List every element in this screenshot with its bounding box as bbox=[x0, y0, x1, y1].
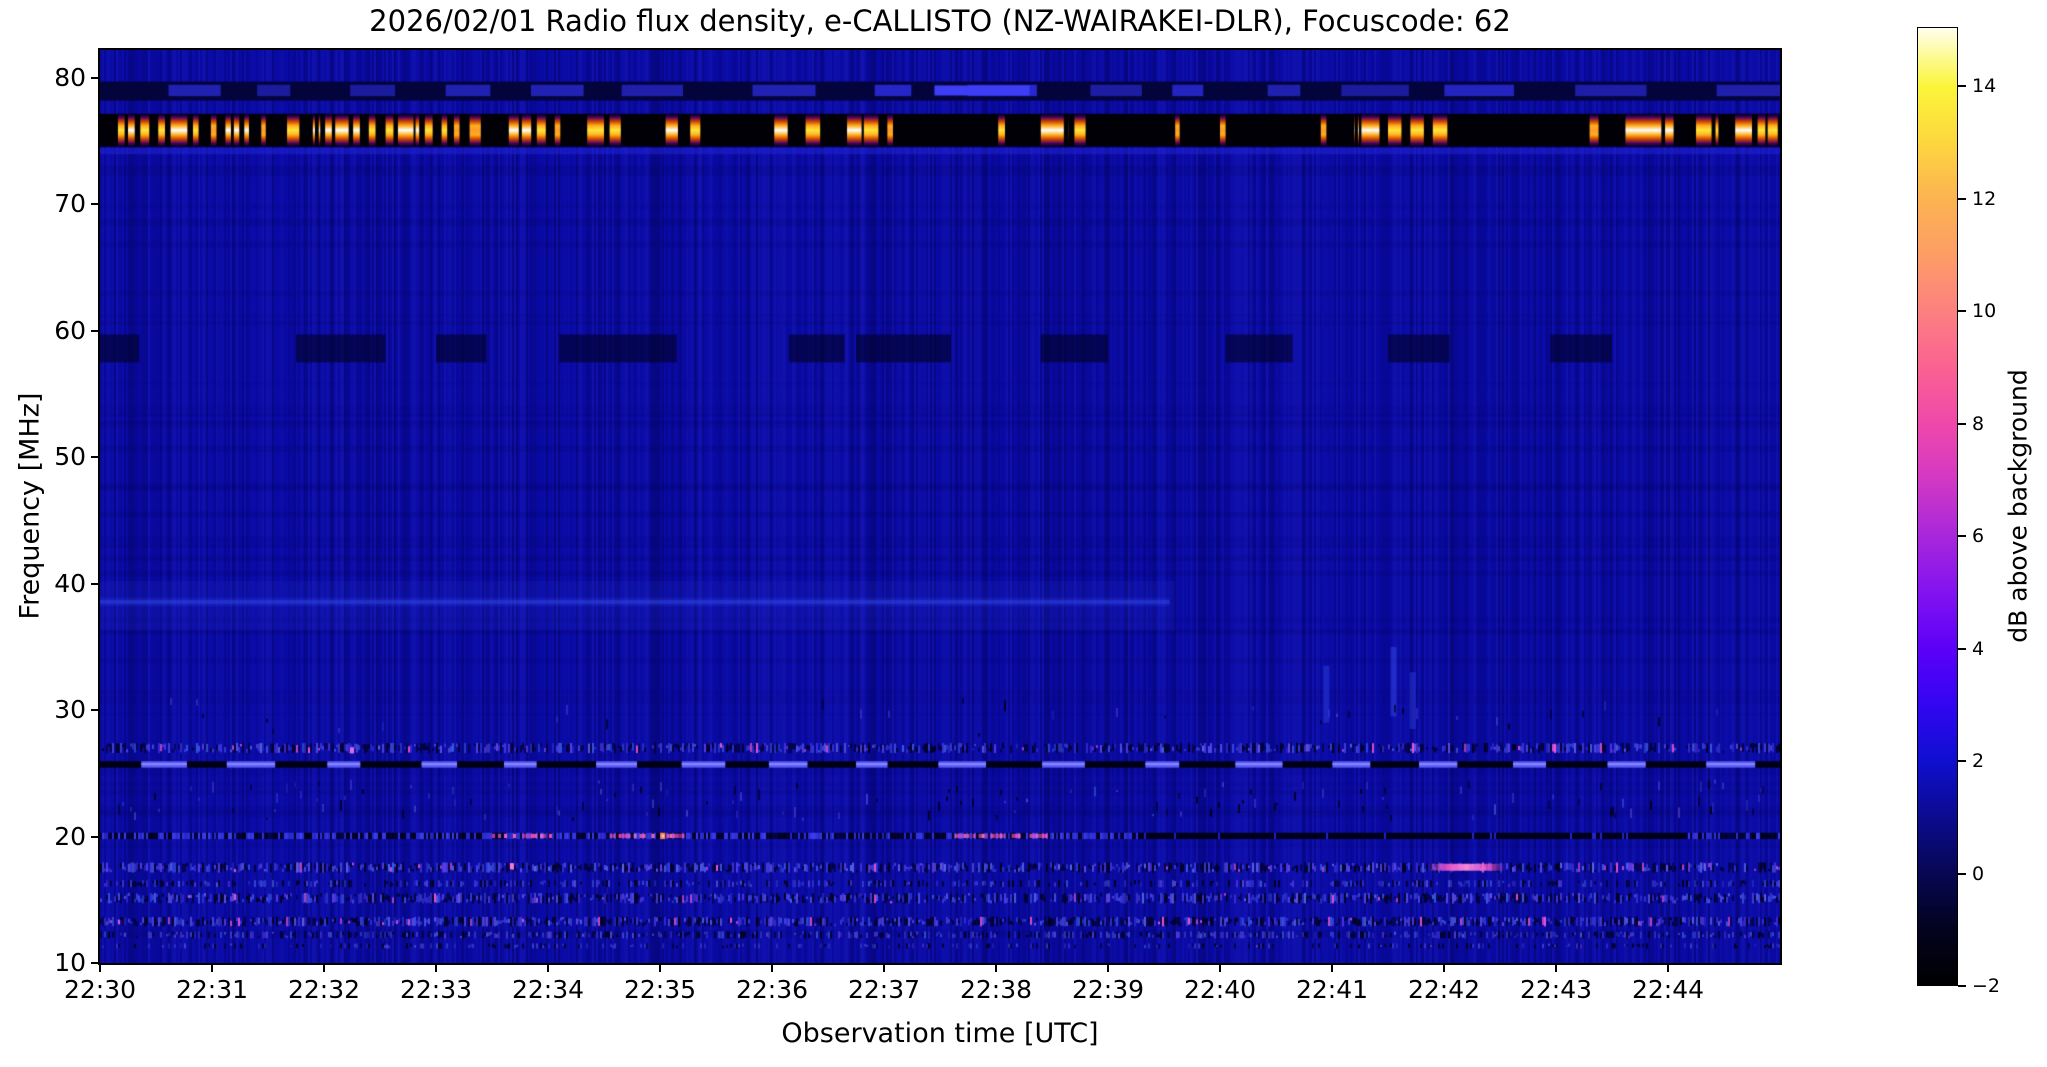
x-tick-mark bbox=[1667, 963, 1669, 972]
colorbar-tick-mark bbox=[1958, 310, 1966, 313]
x-tick-label: 22:30 bbox=[63, 975, 137, 1004]
y-tick-mark bbox=[91, 962, 100, 964]
x-tick-label: 22:38 bbox=[959, 975, 1033, 1004]
x-tick-label: 22:40 bbox=[1183, 975, 1257, 1004]
y-tick-mark bbox=[91, 329, 100, 332]
y-tick-label: 50 bbox=[54, 442, 86, 472]
y-tick-mark bbox=[91, 835, 100, 838]
colorbar bbox=[1917, 27, 1958, 986]
x-tick-mark bbox=[547, 963, 549, 972]
colorbar-tick-label: 8 bbox=[1972, 412, 1985, 435]
x-tick-label: 22:41 bbox=[1295, 975, 1369, 1004]
y-tick-label: 60 bbox=[54, 315, 86, 345]
chart-title: 2026/02/01 Radio flux density, e-CALLIST… bbox=[369, 4, 1511, 38]
colorbar-tick-mark bbox=[1958, 85, 1966, 88]
x-tick-mark bbox=[1555, 963, 1557, 972]
x-tick-mark bbox=[771, 963, 773, 972]
x-tick-label: 22:44 bbox=[1631, 975, 1705, 1004]
y-tick-label: 30 bbox=[54, 695, 86, 725]
y-tick-mark bbox=[91, 76, 100, 79]
plot-area bbox=[98, 48, 1782, 965]
y-tick-label: 10 bbox=[54, 948, 86, 977]
x-tick-mark bbox=[995, 963, 997, 972]
x-tick-label: 22:42 bbox=[1407, 975, 1481, 1004]
colorbar-tick-label: 10 bbox=[1972, 300, 1997, 323]
x-tick-mark bbox=[1219, 963, 1221, 972]
spectrogram-canvas bbox=[100, 50, 1780, 963]
x-tick-mark bbox=[883, 963, 885, 972]
y-tick-mark bbox=[91, 203, 100, 206]
x-tick-mark bbox=[99, 963, 101, 972]
colorbar-tick-mark bbox=[1958, 647, 1966, 650]
x-tick-mark bbox=[323, 963, 325, 972]
colorbar-label: dB above background bbox=[2003, 369, 2033, 643]
x-tick-label: 22:36 bbox=[735, 975, 809, 1004]
x-tick-label: 22:35 bbox=[623, 975, 697, 1004]
colorbar-tick-label: 6 bbox=[1972, 525, 1985, 548]
colorbar-tick-label: 0 bbox=[1972, 862, 1985, 885]
y-tick-mark bbox=[91, 582, 100, 585]
x-tick-label: 22:39 bbox=[1071, 975, 1145, 1004]
x-tick-mark bbox=[1443, 963, 1445, 972]
colorbar-tick-mark bbox=[1958, 760, 1966, 762]
colorbar-tick-label: 14 bbox=[1972, 75, 1997, 98]
y-tick-label: 80 bbox=[54, 62, 86, 92]
colorbar-tick-mark bbox=[1958, 197, 1966, 200]
x-tick-mark bbox=[1107, 963, 1109, 972]
x-tick-label: 22:33 bbox=[399, 975, 473, 1004]
y-tick-label: 70 bbox=[54, 189, 86, 219]
x-tick-mark bbox=[211, 963, 213, 972]
colorbar-tick-label: 2 bbox=[1972, 750, 1985, 772]
x-tick-mark bbox=[659, 963, 661, 972]
y-tick-mark bbox=[91, 709, 100, 712]
colorbar-tick-mark bbox=[1958, 535, 1966, 538]
y-tick-mark bbox=[91, 456, 100, 459]
x-tick-label: 22:37 bbox=[847, 975, 921, 1004]
x-tick-mark bbox=[435, 963, 437, 972]
colorbar-tick-mark bbox=[1958, 872, 1966, 875]
colorbar-tick-mark bbox=[1958, 985, 1966, 987]
x-tick-label: 22:32 bbox=[287, 975, 361, 1004]
colorbar-tick-label: 4 bbox=[1972, 637, 1985, 660]
x-tick-label: 22:43 bbox=[1519, 975, 1593, 1004]
x-tick-mark bbox=[1331, 963, 1333, 972]
y-tick-label: 20 bbox=[54, 821, 86, 851]
x-tick-label: 22:34 bbox=[511, 975, 585, 1004]
colorbar-tick-mark bbox=[1958, 422, 1966, 425]
colorbar-tick-label: 12 bbox=[1972, 187, 1997, 210]
x-axis-label: Observation time [UTC] bbox=[781, 1018, 1099, 1049]
x-tick-label: 22:31 bbox=[175, 975, 249, 1004]
colorbar-tick-label: −2 bbox=[1972, 975, 2001, 997]
y-tick-label: 40 bbox=[54, 568, 86, 598]
